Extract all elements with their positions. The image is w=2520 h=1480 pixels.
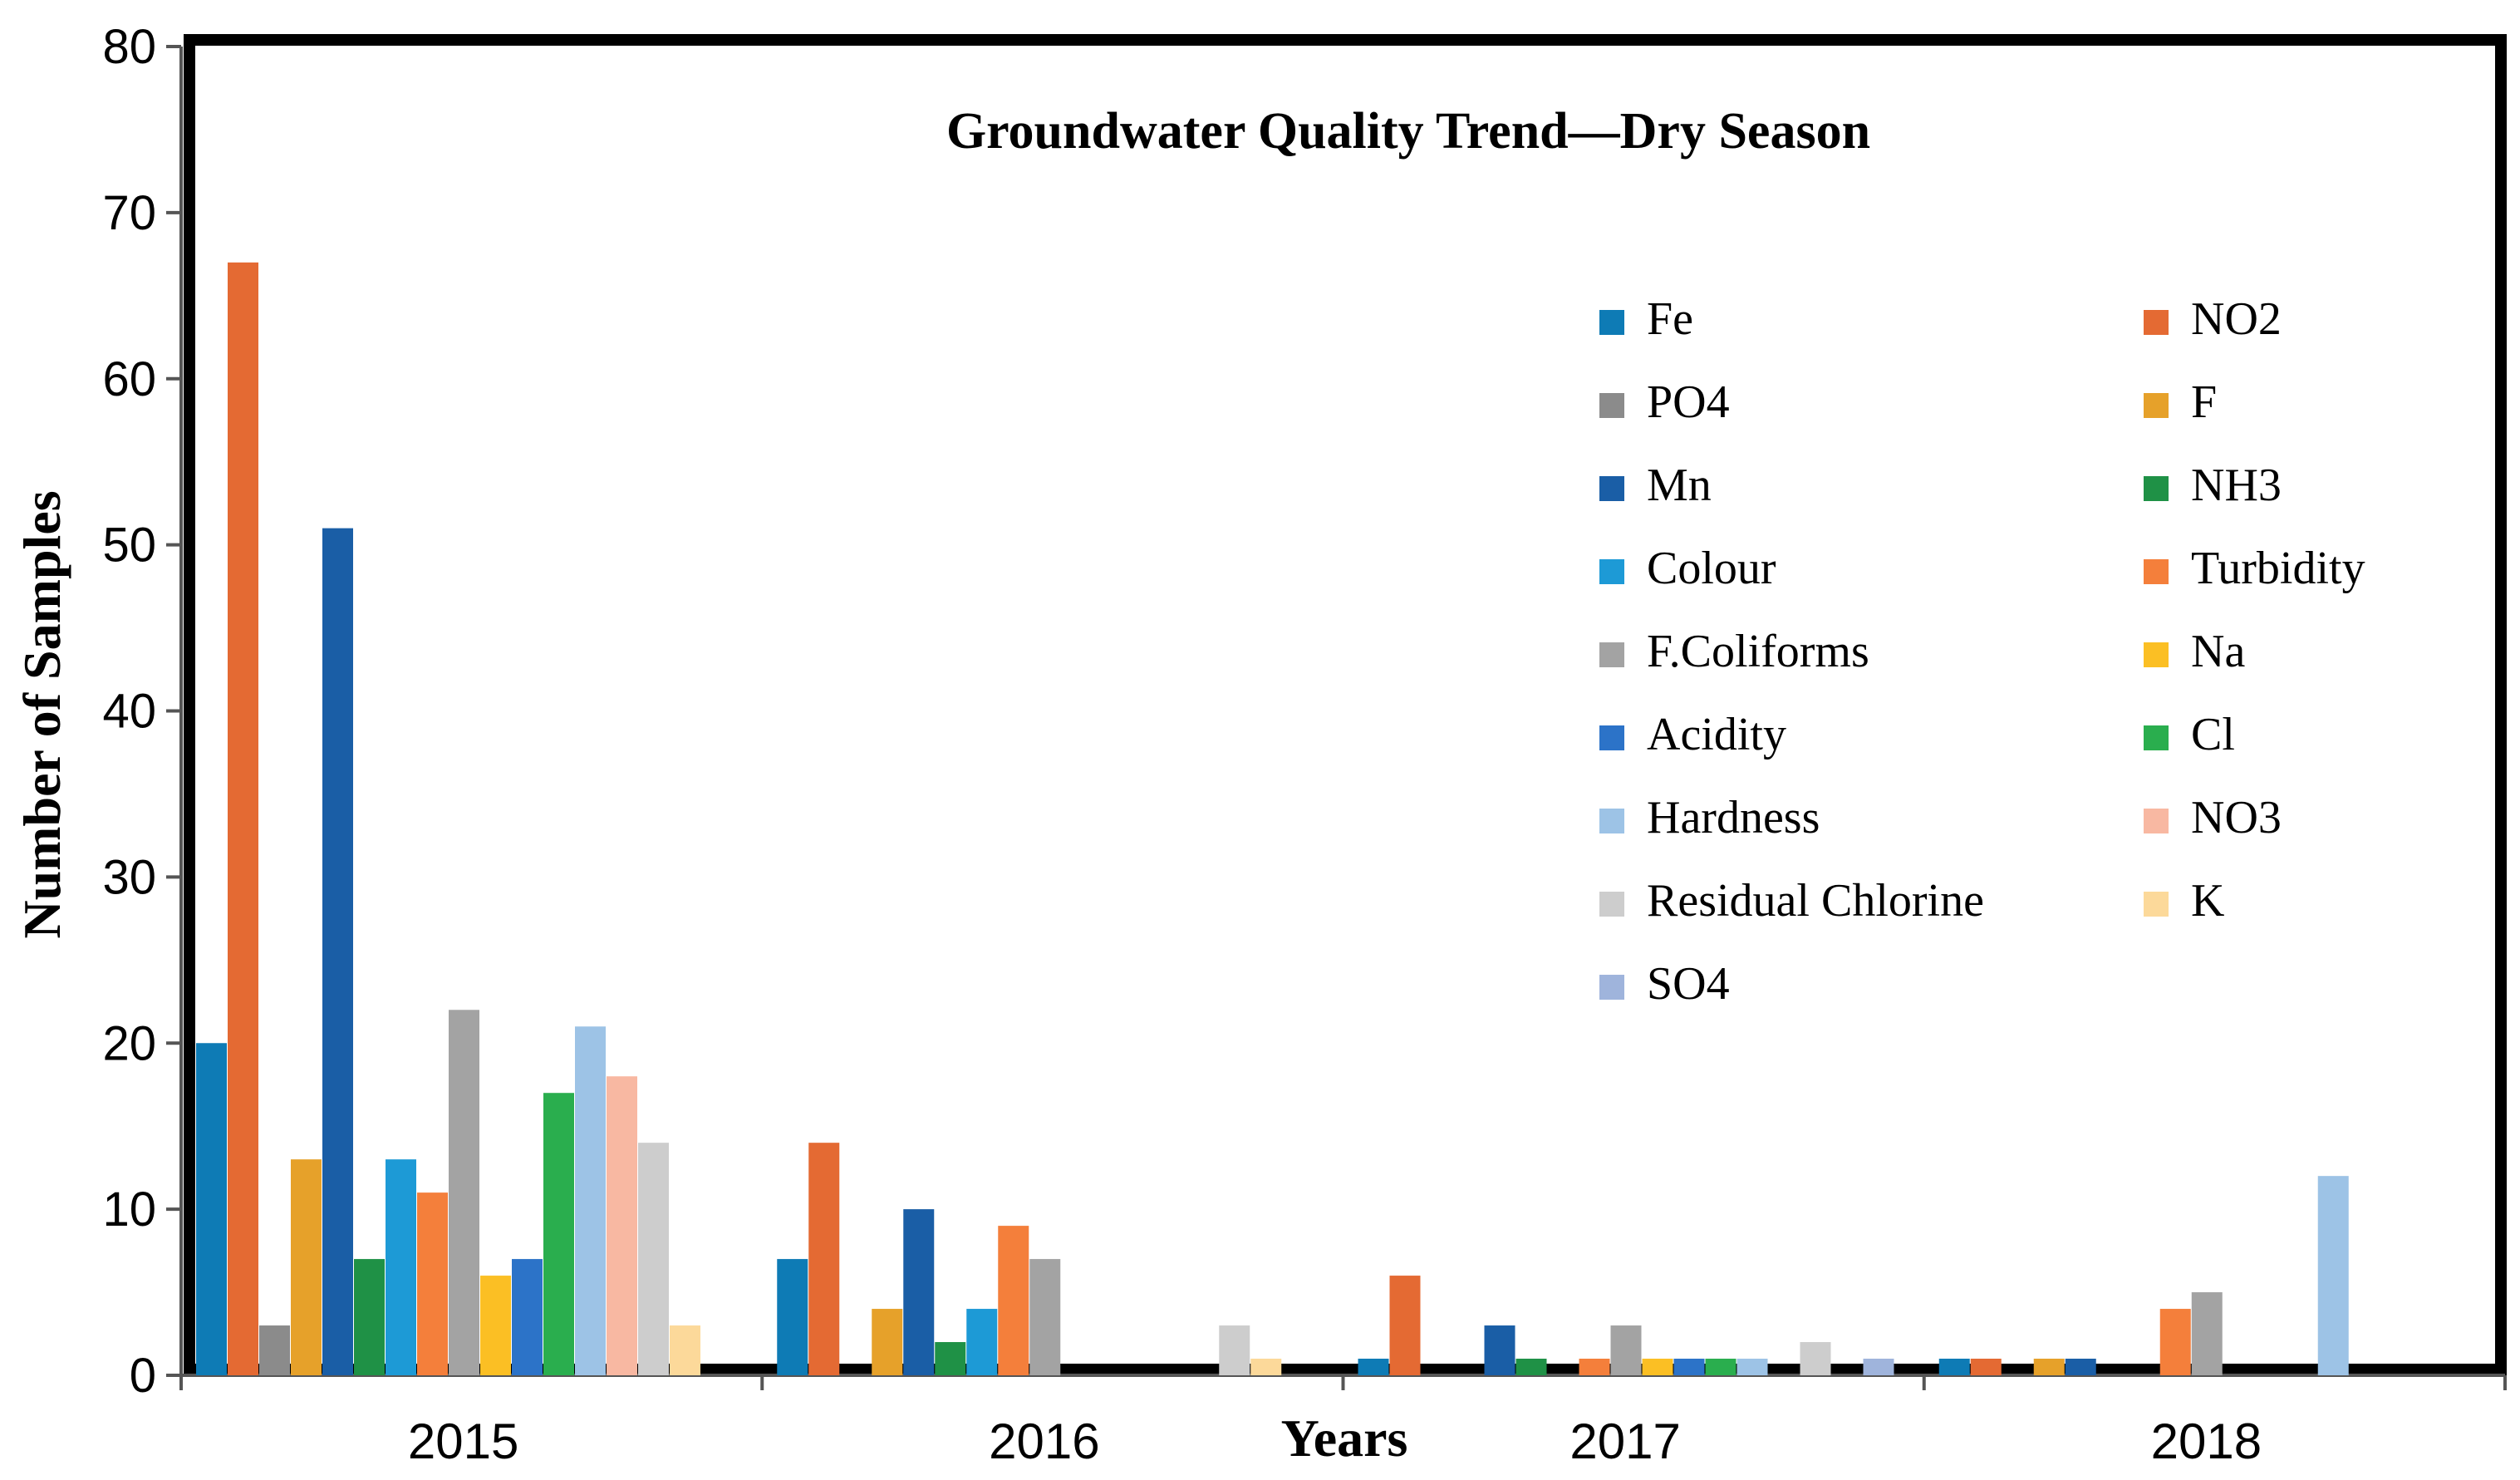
legend-swatch-mn xyxy=(1599,476,1624,501)
bar-hardness-2015 xyxy=(575,1026,606,1375)
chart-title: Groundwater Quality Trend—Dry Season xyxy=(946,103,1870,160)
legend-label-no3: NO3 xyxy=(2191,792,2282,843)
legend-swatch-k xyxy=(2144,892,2169,917)
legend-label-acidity: Acidity xyxy=(1647,709,1786,760)
x-tick-label: 2015 xyxy=(408,1414,518,1469)
bar-mn-2016 xyxy=(903,1209,935,1375)
bar-na-2017 xyxy=(1642,1359,1673,1375)
bar-nh3-2015 xyxy=(354,1259,385,1375)
y-axis-title: Number of Samples xyxy=(12,490,71,938)
bar-f-coliforms-2016 xyxy=(1029,1259,1061,1375)
bar-f-coliforms-2017 xyxy=(1610,1325,1642,1375)
legend-label-mn: Mn xyxy=(1647,460,1712,511)
bar-cl-2015 xyxy=(543,1093,574,1375)
bar-colour-2015 xyxy=(386,1159,416,1375)
legend-swatch-nh3 xyxy=(2144,476,2169,501)
legend-swatch-po4 xyxy=(1599,393,1624,418)
bar-po4-2015 xyxy=(259,1325,290,1375)
legend-swatch-hardness xyxy=(1599,809,1624,833)
bar-no2-2018 xyxy=(1970,1359,2002,1375)
bar-turbidity-2018 xyxy=(2159,1309,2191,1375)
legend-swatch-cl xyxy=(2144,725,2169,750)
x-tick-label: 2016 xyxy=(989,1414,1099,1469)
bar-f-2018 xyxy=(2033,1359,2065,1375)
bar-hardness-2017 xyxy=(1736,1359,1768,1375)
x-axis-title: Years xyxy=(1281,1409,1408,1468)
legend-label-turbidity: Turbidity xyxy=(2191,543,2365,594)
legend-swatch-residual-chlorine xyxy=(1599,892,1624,917)
legend-label-nh3: NH3 xyxy=(2191,460,2282,511)
bar-cl-2017 xyxy=(1705,1359,1736,1375)
legend-label-f-coliforms: F.Coliforms xyxy=(1647,626,1869,677)
y-tick-label: 60 xyxy=(102,352,156,406)
bar-no3-2015 xyxy=(607,1076,637,1375)
bar-mn-2018 xyxy=(2065,1359,2096,1375)
bar-mn-2015 xyxy=(322,528,353,1375)
bar-k-2016 xyxy=(1250,1359,1282,1375)
legend-label-so4: SO4 xyxy=(1647,958,1730,1010)
bar-residual-chlorine-2017 xyxy=(1800,1342,1831,1375)
legend-label-f: F xyxy=(2191,376,2217,428)
bar-colour-2016 xyxy=(966,1309,998,1375)
bar-f-2016 xyxy=(872,1309,903,1375)
legend-swatch-fe xyxy=(1599,310,1624,335)
bar-mn-2017 xyxy=(1484,1325,1515,1375)
legend-swatch-f xyxy=(2144,393,2169,418)
legend-swatch-na xyxy=(2144,642,2169,667)
bar-so4-2017 xyxy=(1863,1359,1894,1375)
bar-na-2015 xyxy=(480,1276,511,1375)
bar-residual-chlorine-2015 xyxy=(638,1143,669,1375)
bar-turbidity-2017 xyxy=(1579,1359,1610,1375)
legend-swatch-turbidity xyxy=(2144,559,2169,584)
bar-f-coliforms-2018 xyxy=(2191,1292,2223,1375)
legend-label-na: Na xyxy=(2191,626,2245,677)
y-tick-label: 70 xyxy=(102,186,156,240)
x-tick-label: 2017 xyxy=(1569,1414,1680,1469)
legend-label-no2: NO2 xyxy=(2191,293,2282,345)
bar-nh3-2017 xyxy=(1515,1359,1547,1375)
legend-swatch-so4 xyxy=(1599,975,1624,1000)
y-tick-label: 0 xyxy=(130,1349,156,1403)
bar-hardness-2018 xyxy=(2317,1176,2349,1375)
legend-label-po4: PO4 xyxy=(1647,376,1730,428)
y-tick-label: 40 xyxy=(102,685,156,739)
bar-no2-2017 xyxy=(1389,1276,1421,1375)
legend-swatch-no2 xyxy=(2144,310,2169,335)
bar-turbidity-2016 xyxy=(998,1226,1029,1375)
legend-swatch-acidity xyxy=(1599,725,1624,750)
bar-k-2015 xyxy=(670,1325,700,1375)
bar-nh3-2016 xyxy=(935,1342,966,1375)
y-tick-label: 80 xyxy=(102,20,156,74)
bar-acidity-2017 xyxy=(1673,1359,1705,1375)
x-tick-label: 2018 xyxy=(2151,1414,2262,1469)
legend-label-hardness: Hardness xyxy=(1647,792,1820,843)
bar-no2-2016 xyxy=(808,1143,840,1375)
legend-label-k: K xyxy=(2191,875,2224,927)
legend-swatch-colour xyxy=(1599,559,1624,584)
y-tick-label: 10 xyxy=(102,1183,156,1237)
bar-fe-2015 xyxy=(196,1043,227,1375)
legend-label-residual-chlorine: Residual Chlorine xyxy=(1647,875,1984,927)
y-tick-label: 30 xyxy=(102,850,156,904)
legend-label-cl: Cl xyxy=(2191,709,2235,760)
bar-fe-2016 xyxy=(777,1259,808,1375)
legend-swatch-f-coliforms xyxy=(1599,642,1624,667)
bar-fe-2017 xyxy=(1358,1359,1389,1375)
legend-label-fe: Fe xyxy=(1647,293,1693,345)
bar-no2-2015 xyxy=(228,262,258,1375)
legend-swatch-no3 xyxy=(2144,809,2169,833)
bar-acidity-2015 xyxy=(512,1259,543,1375)
bar-f-coliforms-2015 xyxy=(449,1010,479,1375)
bar-fe-2018 xyxy=(1938,1359,1970,1375)
legend-label-colour: Colour xyxy=(1647,543,1776,594)
plot-frame xyxy=(184,34,2507,1375)
bar-residual-chlorine-2016 xyxy=(1219,1325,1250,1375)
y-tick-label: 50 xyxy=(102,519,156,573)
y-tick-label: 20 xyxy=(102,1016,156,1070)
bar-turbidity-2015 xyxy=(417,1192,448,1375)
bar-f-2015 xyxy=(291,1159,322,1375)
